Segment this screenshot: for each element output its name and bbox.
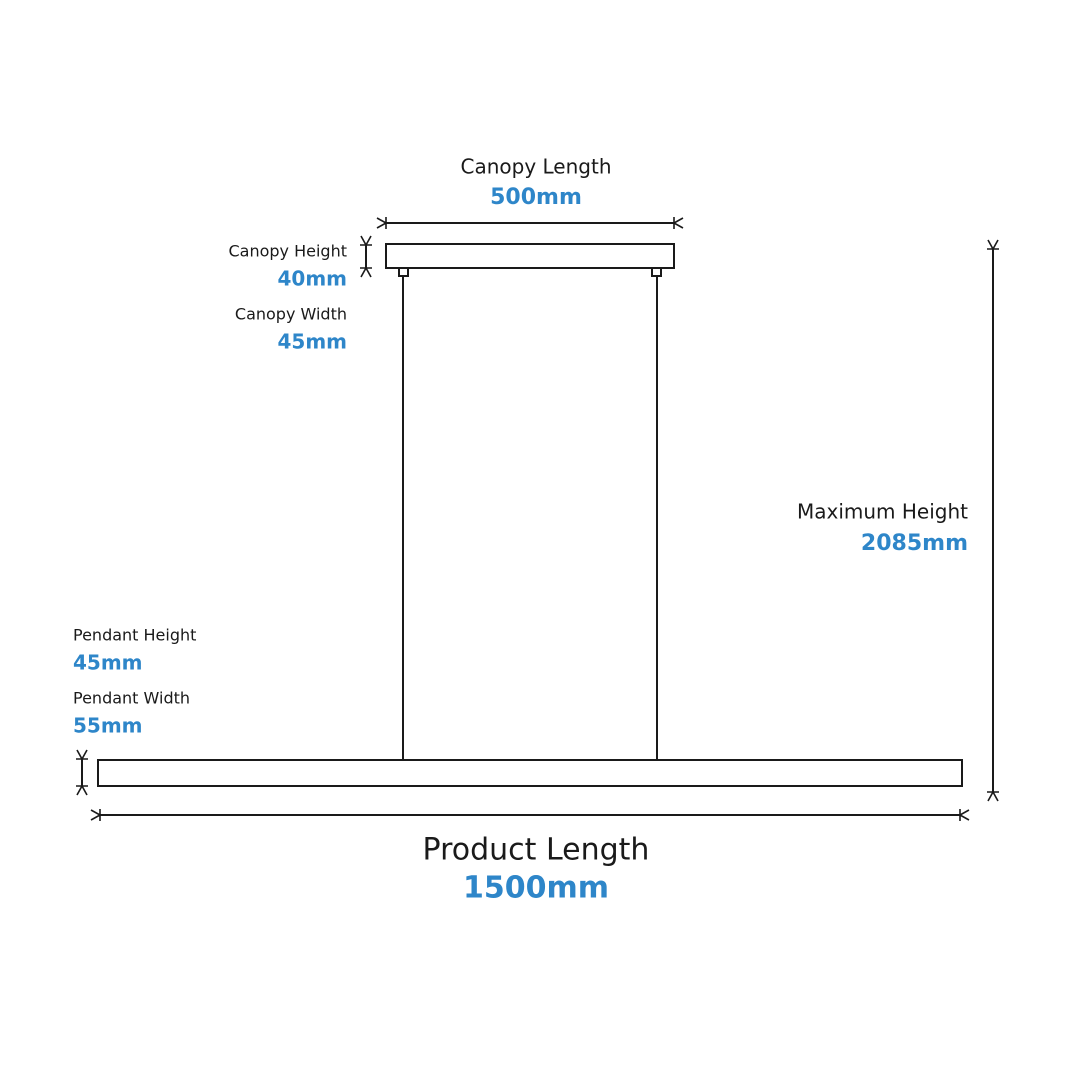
label: Canopy Height bbox=[228, 242, 347, 261]
pendant bbox=[97, 759, 963, 787]
value: 500mm bbox=[490, 185, 582, 210]
label: Pendant Height bbox=[73, 626, 196, 645]
label: Product Length bbox=[423, 833, 650, 868]
value: 1500mm bbox=[463, 871, 609, 906]
label: Canopy Width bbox=[235, 305, 347, 324]
value: 55mm bbox=[73, 714, 143, 738]
canopy bbox=[385, 243, 675, 269]
value: 40mm bbox=[277, 267, 347, 291]
value: 45mm bbox=[277, 330, 347, 354]
value: 45mm bbox=[73, 651, 143, 675]
label: Pendant Width bbox=[73, 689, 190, 708]
label: Canopy Length bbox=[460, 155, 611, 179]
value: 2085mm bbox=[861, 531, 968, 556]
label: Maximum Height bbox=[797, 500, 968, 524]
